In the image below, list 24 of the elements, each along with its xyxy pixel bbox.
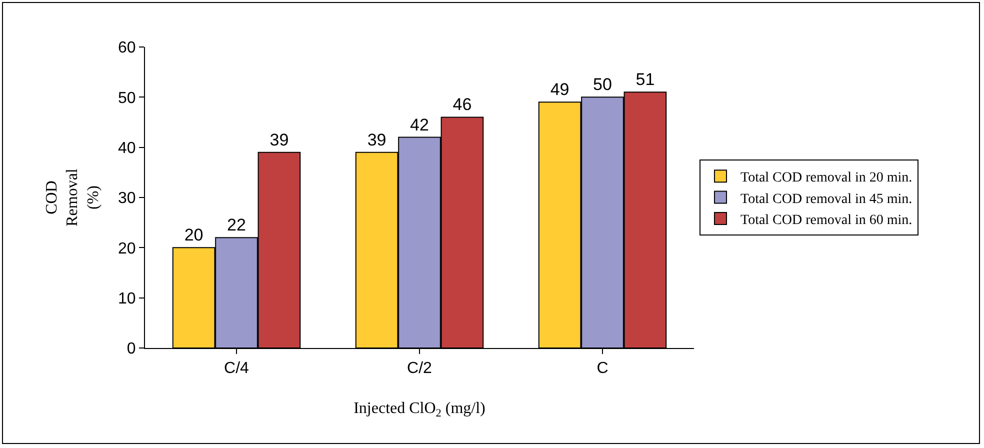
legend-label: Total COD removal in 45 min. [740,192,912,207]
y-tick-label: 10 [118,290,136,308]
y-tick-label: 0 [126,340,136,358]
x-tick-label: C/2 [407,360,432,378]
legend-label: Total COD removal in 20 min. [740,170,912,186]
data-label: 42 [410,115,429,134]
legend-label: Total COD removal in 60 min. [740,212,912,228]
y-tick-label: 30 [118,190,136,208]
data-label: 39 [270,130,289,150]
data-label: 50 [593,75,612,94]
y-tick-label: 60 [118,40,136,57]
data-label: 51 [636,70,655,90]
data-label: 49 [550,80,570,100]
y-axis-title: COD Removal (%) [43,168,102,226]
y-tick-label: 50 [118,90,136,107]
x-tick-label: C/4 [224,360,250,378]
data-label: 39 [367,130,386,150]
data-label: 46 [452,95,472,114]
x-axis-title: Injected ClO$_{2}$ (mg/l) [354,400,486,420]
data-label: 22 [227,216,246,235]
y-tick-label: 40 [118,140,136,157]
data-label: 20 [184,226,204,245]
x-tick-label: C [596,360,608,378]
y-tick-label: 20 [118,240,136,258]
